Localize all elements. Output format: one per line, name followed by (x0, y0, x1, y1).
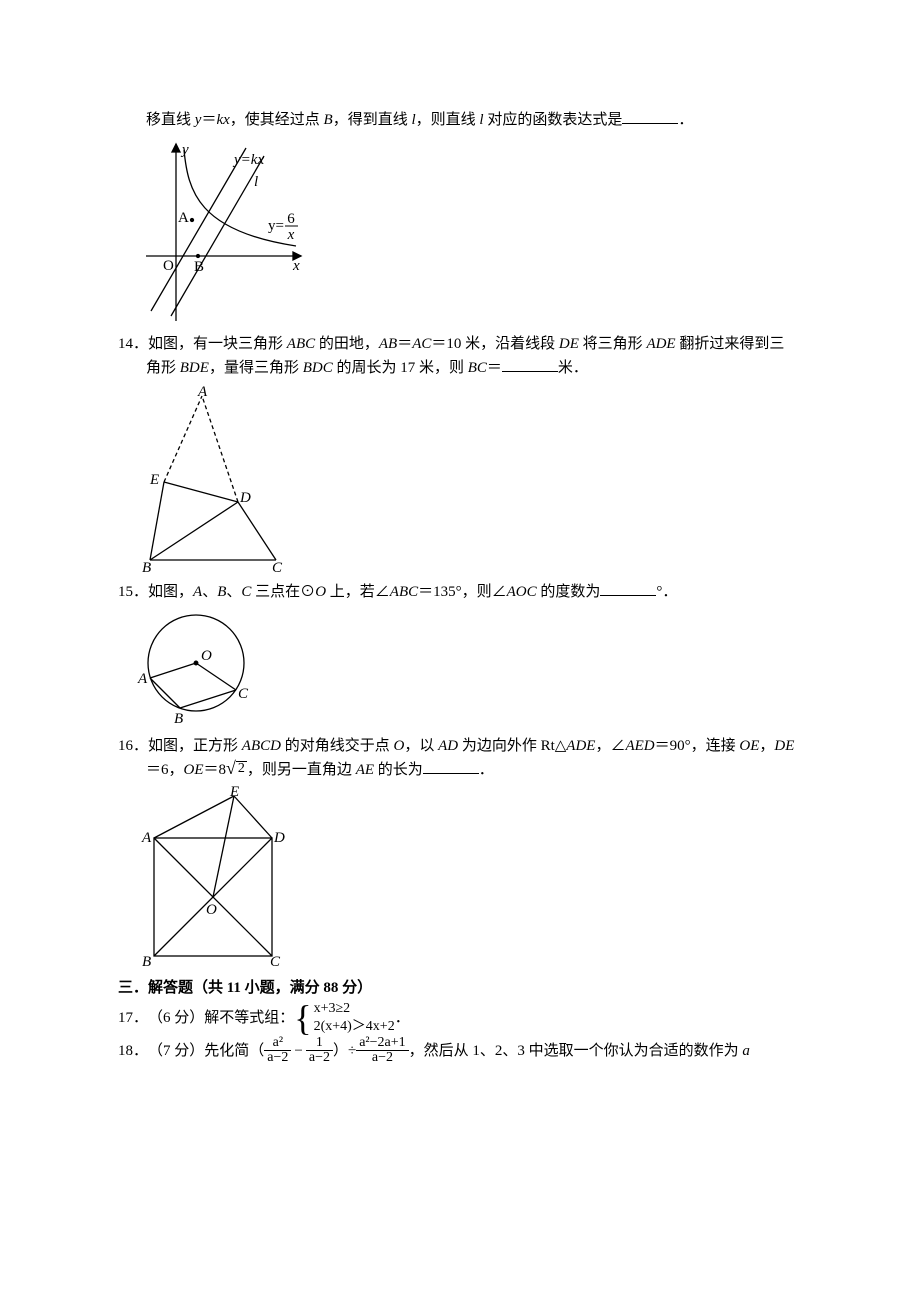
q18-frac3: a²−2a+1 a−2 (356, 1036, 408, 1065)
q15-figure: O A B C (136, 608, 808, 728)
q15-text: 如图，A、B、C 三点在⊙O 上，若∠ABC＝135°，则∠AOC 的度数为 (148, 584, 600, 600)
q18-tail: ，然后从 1、2、3 中选取一个你认为合适的数作为 a (409, 1039, 750, 1063)
q16-suffix: ． (479, 762, 494, 778)
q14-figure: A B C D E (136, 384, 808, 574)
q16-label-o: O (206, 902, 217, 918)
axis-x-label: x (292, 258, 300, 274)
q16-sqrt: √2 (226, 761, 247, 776)
q14-label-e: E (149, 472, 159, 488)
q16-label-c: C (270, 954, 281, 970)
q15-number: 15． (118, 584, 148, 600)
q13-figure: y x O A B y=kx l y= 6 x (136, 136, 808, 326)
q14-line2: 角形 BDE，量得三角形 BDC 的周长为 17 米，则 BC＝ 米． (118, 356, 808, 380)
q16-label-a: A (141, 830, 152, 846)
curve-label-num: 6 (287, 211, 295, 227)
q14-unit: 米． (558, 360, 588, 376)
q17-label: 解不等式组： (204, 1006, 294, 1030)
q15-suffix: °． (656, 584, 677, 600)
q16-label-e: E (229, 786, 239, 800)
section3-heading: 三．解答题（共 11 小题，满分 88 分） (118, 976, 808, 1000)
q17-row1: x+3≥2 (314, 1000, 395, 1018)
q14-text-a: 如图，有一块三角形 ABC 的田地，AB＝AC＝10 米，沿着线段 DE 将三角… (148, 336, 784, 352)
line-l-label: l (254, 174, 258, 190)
q16-text-b-prefix: ＝6，OE＝8 (146, 762, 226, 778)
q14-blank (502, 359, 558, 372)
q15-label-b: B (174, 711, 183, 727)
q14-label-b: B (142, 560, 151, 574)
q18-points: （7 分） (148, 1039, 204, 1063)
q18-frac1: a² a−2 (264, 1036, 291, 1065)
q16-text-b-mid: ，则另一直角边 AE 的长为 (247, 762, 423, 778)
q16-line1: 16．如图，正方形 ABCD 的对角线交于点 O，以 AD 为边向外作 Rt△A… (118, 734, 808, 758)
q17-number: 17． (118, 1006, 148, 1030)
q18-line: 18． （7 分） 先化简（ a² a−2 − 1 a−2 ）÷ a²−2a+1… (118, 1036, 808, 1065)
q14-label-d: D (239, 490, 251, 506)
q16-blank (423, 761, 479, 774)
point-a-label: A (178, 210, 189, 226)
q18-mid: ）÷ (333, 1039, 356, 1063)
q18-number: 18． (118, 1039, 148, 1063)
origin-label: O (163, 258, 174, 274)
q18-minus: − (291, 1039, 305, 1063)
q14-number: 14． (118, 336, 148, 352)
q16-number: 16． (118, 738, 148, 754)
q14-line1: 14．如图，有一块三角形 ABC 的田地，AB＝AC＝10 米，沿着线段 DE … (118, 332, 808, 356)
q15-label-o: O (201, 648, 212, 664)
curve-label-den: x (287, 227, 295, 243)
q14-label-c: C (272, 560, 283, 574)
q16-label-b: B (142, 954, 151, 970)
q13-text: 移直线 y＝kx，使其经过点 B，得到直线 l，则直线 l 对应的函数表达式是 (146, 112, 622, 128)
q15-label-a: A (137, 671, 148, 687)
curve-label-y: y= (268, 218, 284, 234)
q14-label-a: A (197, 384, 208, 400)
axis-y-label: y (180, 142, 189, 158)
q13-period: ． (678, 112, 693, 128)
q17-row2: 2(x+4)＞4x+2 (314, 1018, 395, 1036)
q17-points: （6 分） (148, 1006, 204, 1030)
q15-blank (600, 583, 656, 596)
q16-label-d: D (273, 830, 285, 846)
q16-text-a: 如图，正方形 ABCD 的对角线交于点 O，以 AD 为边向外作 Rt△ADE，… (148, 738, 794, 754)
q16-figure: A D B C E O (136, 786, 808, 970)
q15-label-c: C (238, 686, 249, 702)
q13-continuation: 移直线 y＝kx，使其经过点 B，得到直线 l，则直线 l 对应的函数表达式是 ． (118, 108, 808, 132)
point-b-label: B (194, 259, 204, 275)
q18-frac2: 1 a−2 (306, 1036, 333, 1065)
q13-blank (622, 111, 678, 124)
q14-text-b: 角形 BDE，量得三角形 BDC 的周长为 17 米，则 BC＝ (146, 360, 502, 376)
q16-line2: ＝6，OE＝8√2，则另一直角边 AE 的长为 ． (118, 758, 808, 782)
q18-label: 先化简（ (204, 1039, 264, 1063)
q17-line: 17． （6 分） 解不等式组： { x+3≥2 2(x+4)＞4x+2 ． (118, 1000, 808, 1036)
q17-system: { x+3≥2 2(x+4)＞4x+2 (294, 1000, 394, 1036)
q17-suffix: ． (395, 1006, 410, 1030)
q15-line: 15．如图，A、B、C 三点在⊙O 上，若∠ABC＝135°，则∠AOC 的度数… (118, 580, 808, 604)
line-ykx-label: y=kx (232, 152, 264, 168)
